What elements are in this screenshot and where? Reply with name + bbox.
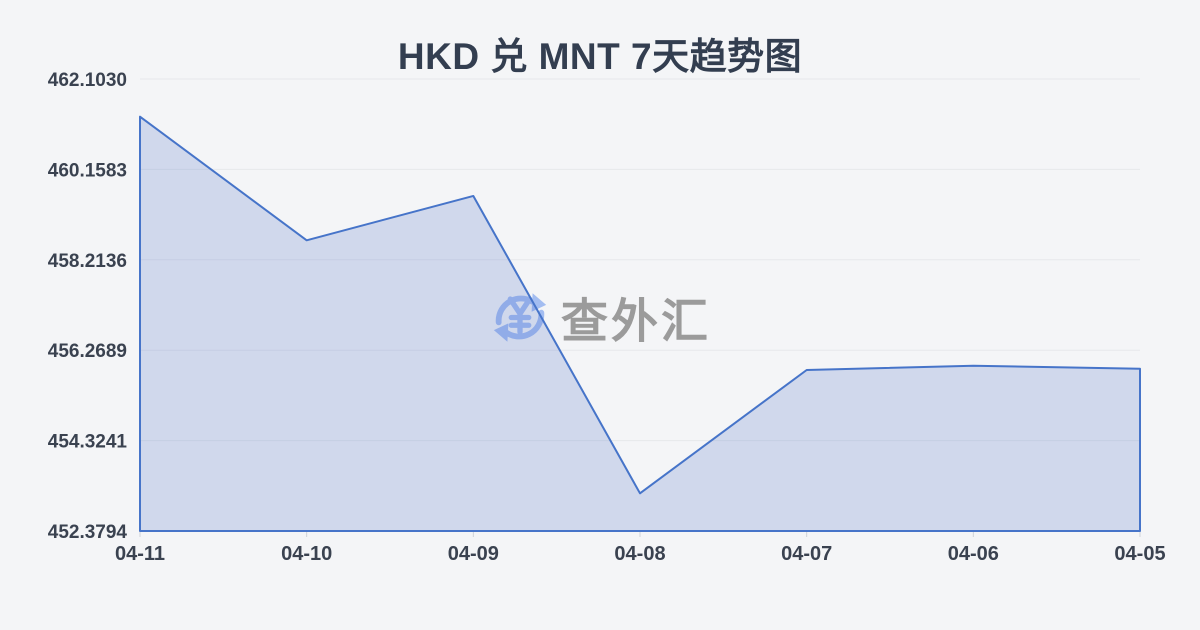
- x-axis-label: 04-07: [781, 543, 832, 565]
- x-axis-label: 04-05: [1114, 543, 1165, 565]
- y-axis-label: 458.2136: [48, 251, 127, 272]
- watermark-text: 查外汇: [561, 294, 711, 348]
- x-axis-label: 04-10: [281, 543, 332, 565]
- y-axis-label: 454.3241: [48, 432, 128, 453]
- y-axis-label: 452.3794: [48, 522, 128, 543]
- x-axis-label: 04-11: [115, 543, 165, 565]
- y-axis-label: 460.1583: [48, 160, 127, 181]
- y-axis-label: 456.2689: [48, 341, 127, 362]
- y-axis-label: 462.1030: [48, 70, 127, 91]
- x-axis-label: 04-06: [948, 543, 999, 565]
- chart-title: HKD 兑 MNT 7天趋势图: [397, 36, 803, 77]
- x-axis-label: 04-08: [614, 543, 665, 565]
- area-series: [139, 115, 1141, 532]
- x-axis-label: 04-09: [448, 543, 499, 565]
